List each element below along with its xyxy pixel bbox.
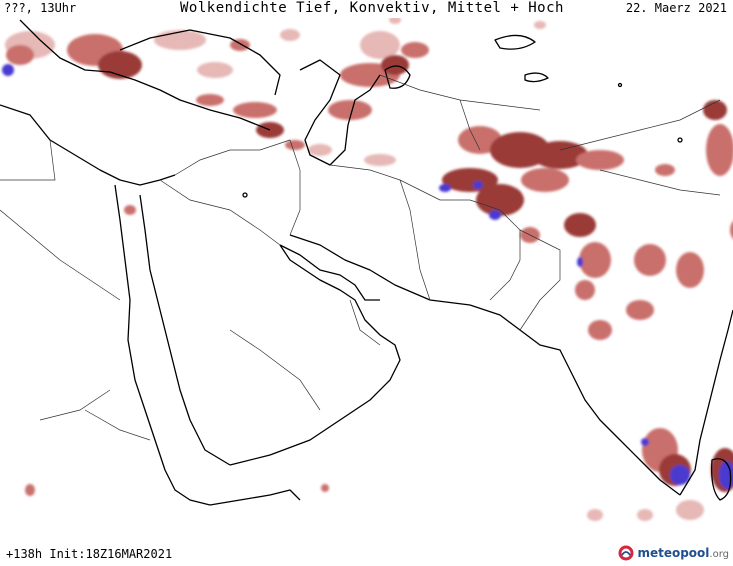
borders-layer (0, 74, 721, 441)
cloud-density-map (0, 18, 733, 521)
coastline-aral (384, 65, 411, 89)
cloud-region-central-asia (285, 31, 429, 166)
border-saudi-yemen (229, 329, 321, 411)
logo-text: meteopool.org (637, 546, 729, 560)
cloud-region-himalaya (439, 100, 733, 340)
border-saudi-oman (349, 299, 381, 346)
map-title: Wolkendichte Tief, Konvektiv, Mittel + H… (180, 0, 564, 16)
coastlines-layer (0, 19, 733, 506)
island (677, 137, 683, 143)
forecast-date: 22. Maerz 2021 (625, 1, 727, 15)
coastline-red-sea-east (139, 194, 231, 466)
border-nepal (599, 169, 721, 196)
lake-issyk-kul (524, 72, 549, 83)
border-kazakhstan (379, 74, 541, 111)
island (617, 82, 623, 88)
coastline-persian-gulf (279, 244, 380, 301)
border-egypt-libya (0, 139, 56, 181)
coastline-arabia-south (229, 244, 401, 466)
border-syria-iraq (174, 139, 291, 176)
forecast-label: ???, 13Uhr (4, 1, 77, 15)
lake-balkhash (494, 34, 536, 50)
coastline-india-west (469, 304, 681, 496)
meteopool-logo[interactable]: meteopool.org (618, 543, 729, 563)
border-uzbekistan (459, 99, 481, 151)
border-iran-turkmenistan (329, 164, 441, 201)
coastline-red-sea-west (114, 184, 211, 506)
border-china-south (559, 99, 721, 151)
border-arabia-north (159, 179, 281, 246)
logo-name: meteopool (637, 546, 710, 560)
border-egypt-sudan (0, 209, 121, 301)
border-iraq-iran (289, 139, 301, 236)
coastline-black-sea (19, 19, 271, 131)
island (242, 192, 248, 198)
coastline-black-sea-north (119, 29, 281, 96)
coastline-iran-south (289, 234, 471, 306)
coastline-mediterranean (0, 104, 176, 186)
meteopool-logo-icon (618, 545, 634, 561)
border-iran-afghanistan (399, 179, 431, 301)
cloud-region-south-india (587, 428, 733, 521)
cloud-region-scattered (25, 18, 546, 496)
border-sudan-south (39, 389, 111, 421)
logo-tld: .org (709, 549, 729, 560)
cloud-cover-layer (2, 18, 733, 521)
border-pakistan-india (519, 229, 561, 331)
model-run-info: +138h Init:18Z16MAR2021 (6, 547, 173, 561)
border-ethiopia (84, 409, 151, 441)
coastline-sri-lanka (711, 458, 732, 501)
coastline-india-east (679, 309, 733, 496)
coastline-horn-africa (209, 489, 301, 506)
coastline-caspian (299, 59, 381, 166)
